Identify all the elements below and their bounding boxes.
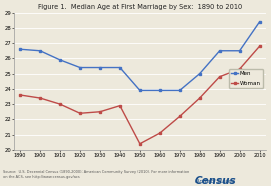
Woman	[138, 143, 141, 145]
Men	[258, 21, 261, 23]
Title: Figure 1.  Median Age at First Marriage by Sex:  1890 to 2010: Figure 1. Median Age at First Marriage b…	[38, 4, 242, 10]
Text: Census: Census	[195, 176, 237, 186]
Woman	[218, 76, 221, 78]
Woman	[38, 97, 42, 99]
Woman	[178, 115, 181, 117]
Woman	[158, 132, 162, 134]
Woman	[78, 112, 82, 114]
Men	[238, 50, 241, 52]
Line: Men: Men	[19, 20, 261, 92]
Text: Source:  U.S. Decennial Census (1890-2000); American Community Survey (2010). Fo: Source: U.S. Decennial Census (1890-2000…	[3, 170, 189, 179]
Men	[138, 89, 141, 92]
Legend: Men, Woman: Men, Woman	[229, 69, 263, 88]
Men	[18, 48, 22, 50]
Men	[58, 59, 62, 61]
Men	[38, 50, 42, 52]
Men	[118, 66, 121, 69]
Men	[178, 89, 181, 92]
Men	[98, 66, 102, 69]
Woman	[98, 111, 102, 113]
Woman	[198, 97, 201, 99]
Men	[218, 50, 221, 52]
Woman	[238, 68, 241, 70]
Men	[198, 73, 201, 75]
Men	[78, 66, 82, 69]
Woman	[118, 105, 121, 107]
Line: Woman: Woman	[19, 45, 261, 145]
Woman	[18, 94, 22, 96]
Woman	[58, 103, 62, 105]
Text: United States: United States	[195, 179, 235, 184]
Men	[158, 89, 162, 92]
Woman	[258, 45, 261, 47]
